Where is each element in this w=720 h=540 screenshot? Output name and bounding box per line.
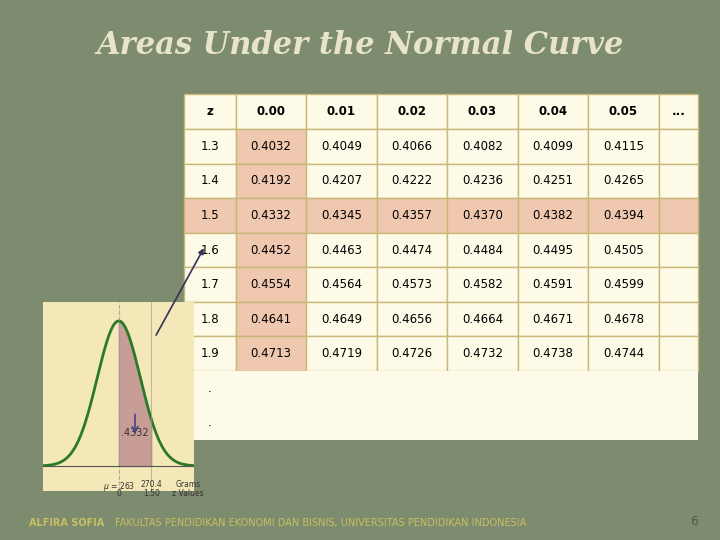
Text: ALFIRA SOFIA: ALFIRA SOFIA bbox=[29, 518, 104, 528]
Text: 1.50: 1.50 bbox=[143, 489, 160, 498]
Text: Grams: Grams bbox=[175, 480, 201, 489]
Text: 270.4: 270.4 bbox=[140, 480, 162, 489]
Text: FAKULTAS PENDIDIKAN EKONOMI DAN BISNIS, UNIVERSITAS PENDIDIKAN INDONESIA: FAKULTAS PENDIDIKAN EKONOMI DAN BISNIS, … bbox=[115, 518, 526, 528]
Text: 6: 6 bbox=[690, 515, 698, 528]
Text: z Values: z Values bbox=[172, 489, 204, 498]
Text: Areas Under the Normal Curve: Areas Under the Normal Curve bbox=[96, 30, 624, 60]
Text: 0: 0 bbox=[117, 489, 121, 498]
Text: $\mu$ = 263: $\mu$ = 263 bbox=[103, 480, 135, 493]
Text: .4332: .4332 bbox=[121, 428, 149, 438]
